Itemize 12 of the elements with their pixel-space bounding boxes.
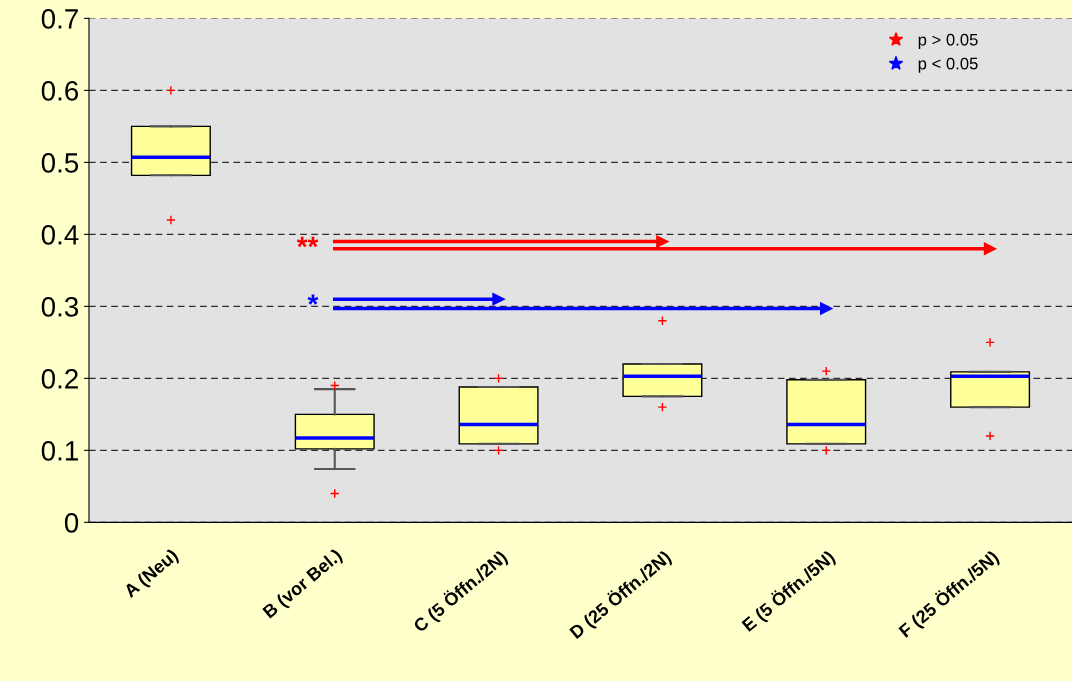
annotation: **: [296, 236, 319, 248]
legend-label: p > 0.05: [918, 33, 978, 49]
y-tick-label: 0.1: [41, 441, 78, 461]
y-tick-label: 0.4: [41, 225, 79, 245]
annotation: *: [307, 294, 319, 305]
legend-label: p < 0.05: [918, 57, 978, 73]
y-tick-label: 0.6: [41, 81, 79, 101]
y-tick-label: 0.3: [41, 297, 79, 317]
y-tick-label: 0: [64, 513, 79, 533]
y-tick-label: 0.5: [41, 153, 79, 173]
y-tick-label: 0.2: [41, 369, 78, 389]
y-tick-label: 0.7: [41, 9, 78, 29]
